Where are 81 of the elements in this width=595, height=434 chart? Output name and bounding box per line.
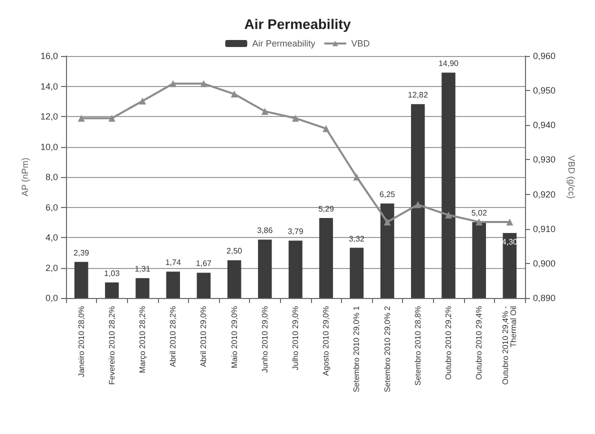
data-label: 6,25 <box>380 190 396 199</box>
x-tick-label: Fevereiro 2010 28,2% <box>107 306 116 385</box>
x-tick-label: Outubro 2010 29,4% <box>474 306 484 380</box>
point <box>322 125 330 132</box>
x-tick-label: Setembro 2010 29,0% 1 <box>352 305 362 392</box>
point <box>506 218 514 226</box>
bar <box>258 240 272 298</box>
y-tick-label: 14,0 <box>40 81 58 92</box>
data-label: 3,32 <box>348 234 366 244</box>
y-tick-label: 2,0 <box>45 262 58 273</box>
data-label: 14,90 <box>438 59 460 68</box>
bar <box>502 232 517 298</box>
bar <box>350 248 364 298</box>
y2-tick-label: 0,890 <box>533 293 556 303</box>
y2-tick-label: 0,920 <box>533 189 556 200</box>
point <box>414 201 422 208</box>
point <box>353 174 360 180</box>
data-label: 2,50 <box>226 246 243 256</box>
y-tick-label: 8,0 <box>45 172 58 182</box>
data-label: 5,29 <box>318 204 334 214</box>
x-tick-label: Setembro 2010 28,8% <box>413 306 422 386</box>
point <box>384 218 391 226</box>
bar <box>105 282 119 298</box>
y2-tick-label: 0,960 <box>533 51 556 61</box>
bar <box>227 260 242 298</box>
point <box>261 108 268 115</box>
x-tick-label: Agosto 2010 29,0% <box>322 306 331 376</box>
bar <box>472 222 486 298</box>
bar <box>288 240 302 298</box>
data-label: 5,02 <box>471 208 488 218</box>
bar <box>74 262 88 298</box>
bar <box>196 272 211 298</box>
y2-tick-label: 0,950 <box>533 86 556 96</box>
point <box>78 114 85 122</box>
x-tick-label: Outubro 2010 29,2% <box>444 306 453 380</box>
data-label: 12,82 <box>408 90 428 100</box>
bar <box>319 218 333 298</box>
y2-tick-label: 0,900 <box>533 258 556 268</box>
point <box>476 218 483 226</box>
x-tick-label: Janeiro 2010 28,0% <box>76 306 86 378</box>
bar <box>166 272 180 298</box>
x-tick-label: Abril 2010 28,2% <box>168 306 178 367</box>
x-tick-label: Abril 2010 29,0% <box>199 306 208 367</box>
y-tick-label: 0,0 <box>45 293 58 303</box>
data-label: 1,31 <box>134 264 151 274</box>
data-label: 3,79 <box>288 227 304 236</box>
x-tick-label: Março 2010 28,2% <box>138 306 147 374</box>
y-tick-label: 6,0 <box>45 202 58 212</box>
y-tick-label: 10,0 <box>40 142 58 152</box>
y-axis-title: AP (nPm) <box>20 158 30 196</box>
legend-label: VBD <box>351 38 370 48</box>
x-tick-label: Julho 2010 29,0% <box>291 306 300 370</box>
bar <box>411 104 425 298</box>
y2-axis-title: VBD (g/cc) <box>566 155 576 199</box>
x-tick-label: Setembro 2010 29,0% 2 <box>382 305 392 392</box>
data-label: 1,03 <box>104 268 120 278</box>
y-tick-label: 4,0 <box>45 232 58 242</box>
data-label: 1,67 <box>196 259 212 268</box>
x-tick-label: Outubro 2010 29,4% - Thermal Oil <box>501 306 518 385</box>
data-label: 1,74 <box>165 258 182 268</box>
x-tick-label: Junho 2010 29,0% <box>260 306 270 373</box>
point <box>139 97 146 104</box>
x-tick-label: Maio 2010 29,0% <box>230 306 239 368</box>
point <box>445 212 452 219</box>
bar <box>136 278 150 298</box>
data-label: 3,86 <box>257 226 274 236</box>
point <box>292 114 299 122</box>
point <box>200 80 208 88</box>
y2-tick-label: 0,910 <box>533 224 556 234</box>
y-tick-label: 16,0 <box>40 51 58 61</box>
y-tick-label: 12,0 <box>40 112 58 122</box>
legend-label: Air Permeability <box>252 38 316 48</box>
y2-tick-label: 0,930 <box>533 154 556 165</box>
point <box>108 114 116 122</box>
point <box>170 80 177 88</box>
data-label: 2,39 <box>74 248 90 258</box>
point <box>230 90 238 98</box>
chart-title: Air Permeability <box>244 16 352 32</box>
bar <box>442 72 456 298</box>
bar <box>380 203 394 298</box>
y2-tick-label: 0,940 <box>533 120 556 130</box>
